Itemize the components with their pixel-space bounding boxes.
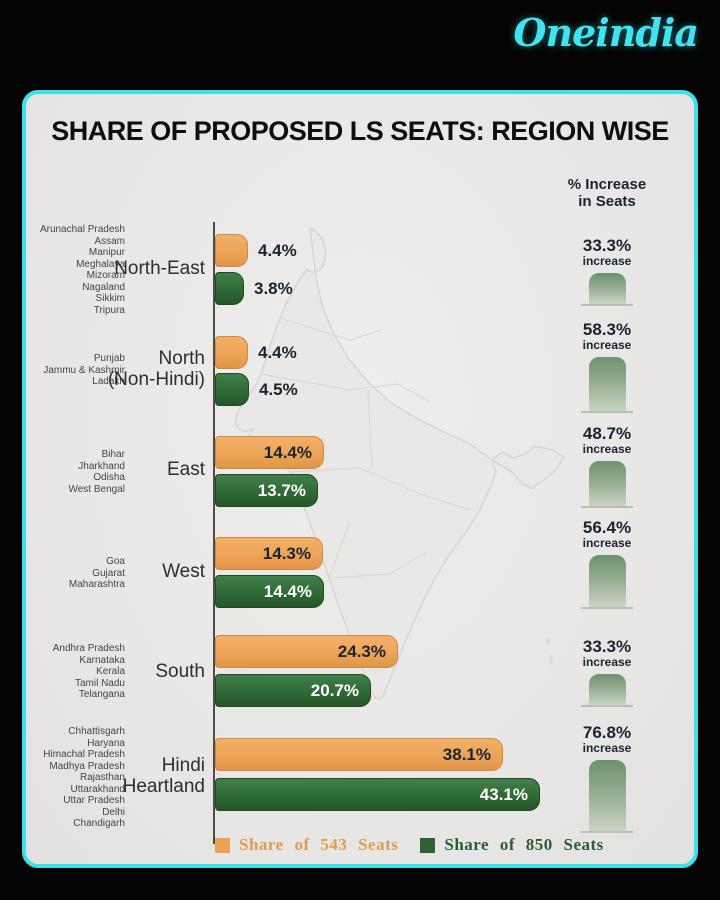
bar-850-north: 4.5%	[215, 373, 298, 406]
region-label-north: North (Non-Hindi)	[107, 348, 205, 390]
increase-block-hindi-heartland: 76.8% increase	[567, 724, 647, 833]
legend-label-850: Share of 850 Seats	[444, 835, 604, 854]
increase-word: increase	[582, 338, 632, 352]
increase-value: 48.7%	[582, 424, 632, 443]
bar-543-east: 14.4%	[215, 436, 324, 469]
bar-543-north-east: 4.4%	[215, 234, 297, 267]
increase-value: 56.4%	[582, 518, 632, 537]
region-states-north-east: Arunachal Pradesh Assam Manipur Meghalay…	[39, 224, 125, 316]
legend: Share of 543 Seats Share of 850 Seats	[215, 835, 604, 855]
bar-value-label: 14.4%	[263, 581, 312, 601]
region-label-north-east: North-East	[114, 258, 205, 279]
increase-block-east: 48.7% increase	[567, 425, 647, 508]
increase-column	[588, 273, 626, 304]
brand-logo: Oneindia	[513, 10, 699, 55]
increase-word: increase	[582, 655, 632, 669]
increase-baseline	[581, 831, 633, 833]
y-axis-line	[213, 222, 215, 844]
increase-value: 58.3%	[582, 320, 632, 339]
increase-baseline	[581, 304, 633, 306]
bar-value-label: 43.1%	[479, 784, 528, 804]
bar-543-hindi-heartland: 38.1%	[215, 738, 503, 771]
bar-543-south: 24.3%	[215, 635, 398, 668]
region-states-west: Goa Gujarat Maharashtra	[68, 556, 125, 590]
legend-swatch-850	[420, 837, 436, 853]
legend-label-543: Share of 543 Seats	[239, 835, 399, 854]
bar-value-label: 38.1%	[442, 744, 491, 764]
increase-baseline	[581, 705, 633, 707]
increase-column	[588, 674, 626, 705]
region-label-south: South	[155, 661, 205, 682]
bar-value-label: 20.7%	[310, 680, 359, 700]
bar-850-south: 20.7%	[215, 674, 371, 707]
increase-column	[588, 760, 626, 831]
increase-value: 33.3%	[582, 637, 632, 656]
bar-850-hindi-heartland: 43.1%	[215, 778, 540, 811]
increase-block-north-east: 33.3% increase	[567, 237, 647, 306]
bar-value-label: 4.4%	[258, 240, 297, 260]
bar-value-label: 3.8%	[254, 278, 293, 298]
increase-word: increase	[582, 536, 632, 550]
bar-850-east: 13.7%	[215, 474, 318, 507]
bar-value-label: 13.7%	[257, 480, 306, 500]
increase-word: increase	[582, 442, 632, 456]
region-label-west: West	[162, 561, 205, 582]
increase-word: increase	[582, 741, 632, 755]
increase-block-south: 33.3% increase	[567, 638, 647, 707]
region-states-south: Andhra Pradesh Karnataka Kerala Tamil Na…	[52, 643, 125, 700]
bar-value-label: 14.3%	[262, 543, 311, 563]
region-states-hindi-heartland: Chhattisgarh Haryana Himachal Pradesh Ma…	[43, 726, 125, 829]
legend-item-543: Share of 543 Seats	[215, 835, 398, 855]
region-label-east: East	[166, 459, 205, 480]
bar-543-west: 14.3%	[215, 537, 323, 570]
bar-value-label: 24.3%	[337, 641, 386, 661]
increase-value: 33.3%	[582, 236, 632, 255]
increase-word: increase	[582, 254, 632, 268]
increase-column	[588, 357, 626, 411]
bar-850-west: 14.4%	[215, 575, 324, 608]
bar-value-label: 14.4%	[263, 442, 312, 462]
increase-block-west: 56.4% increase	[567, 519, 647, 609]
increase-header: % Increase in Seats	[567, 176, 647, 210]
legend-swatch-543	[215, 837, 230, 853]
bar-value-label: 4.4%	[258, 342, 297, 362]
increase-baseline	[581, 607, 633, 609]
bar-543-north: 4.4%	[215, 336, 297, 369]
legend-item-850: Share of 850 Seats	[420, 835, 603, 855]
region-label-hindi-heartland: Hindi Heartland	[122, 755, 205, 797]
increase-column	[588, 461, 626, 506]
increase-block-north: 58.3% increase	[567, 321, 647, 413]
bar-value-label: 4.5%	[259, 379, 298, 399]
increase-value: 76.8%	[582, 723, 632, 742]
increase-baseline	[581, 506, 633, 508]
increase-column	[588, 555, 626, 607]
region-states-east: Bihar Jharkhand Odisha West Bengal	[68, 449, 125, 495]
bar-850-north-east: 3.8%	[215, 272, 293, 305]
increase-baseline	[581, 411, 633, 413]
chart-title: SHARE OF PROPOSED LS SEATS: REGION WISE	[51, 116, 669, 146]
region-states-north: Punjab Jammu & Kashmir Ladakh	[43, 353, 125, 387]
